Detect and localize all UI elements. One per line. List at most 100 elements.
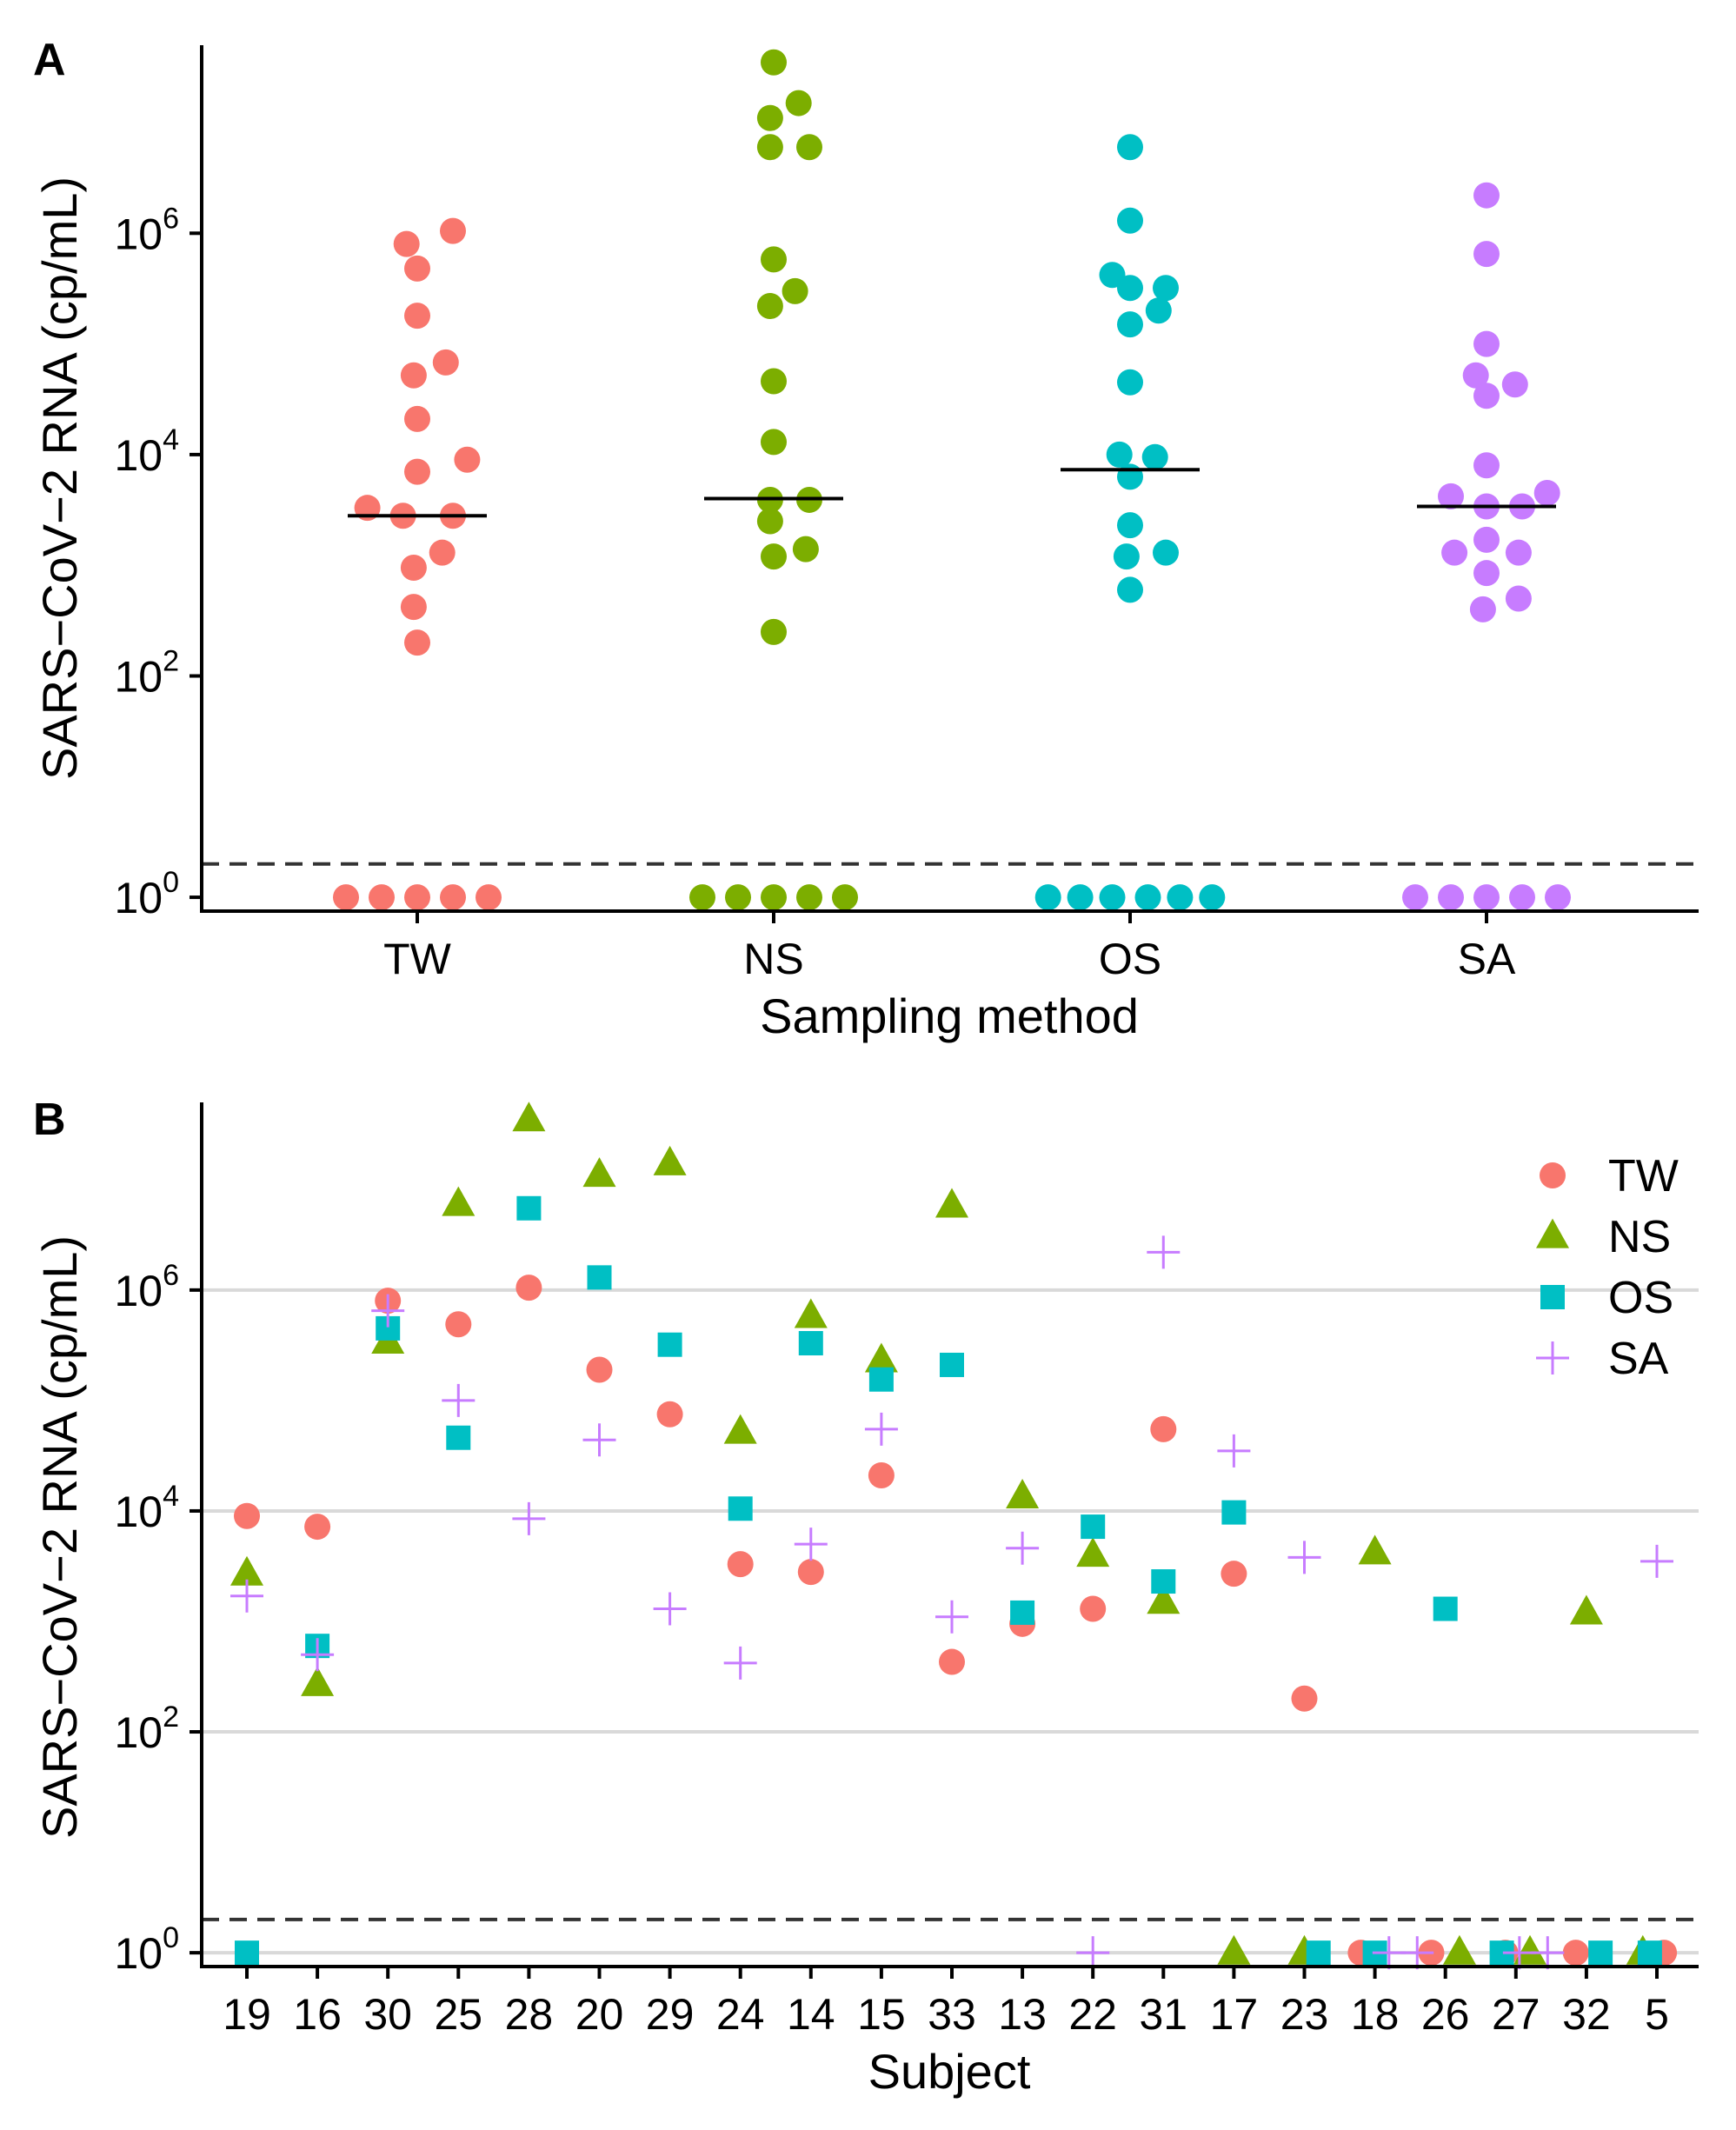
data-point-sa <box>864 1412 898 1446</box>
legend-label-sa: SA <box>1608 1334 1669 1384</box>
data-point-os <box>1034 884 1061 911</box>
data-point-sa <box>1505 585 1532 612</box>
data-point-os <box>1117 576 1143 603</box>
data-point-sa <box>1473 330 1500 357</box>
data-point-ns <box>301 1666 335 1696</box>
data-point-ns <box>723 1414 757 1444</box>
data-point-ns <box>785 90 812 116</box>
data-point-ns <box>832 884 858 911</box>
data-point-tw <box>939 1648 965 1675</box>
x-tick-label: 14 <box>787 1990 835 2039</box>
data-point-sa <box>301 1638 335 1672</box>
data-point-ns <box>1217 1934 1251 1965</box>
x-tick-label: 17 <box>1210 1990 1259 2039</box>
data-point-os <box>1153 539 1179 566</box>
data-point-ns <box>442 1186 476 1216</box>
data-point-tw <box>400 594 427 621</box>
data-point-tw <box>586 1356 613 1383</box>
data-point-ns <box>935 1188 968 1218</box>
data-point-os <box>1117 311 1143 338</box>
data-point-ns <box>796 884 822 911</box>
panel-b-x-axis-title: Subject <box>868 2044 1031 2099</box>
data-point-os <box>1117 463 1143 490</box>
y-tick-label: 104 <box>114 423 179 480</box>
data-point-os <box>1117 512 1143 539</box>
data-point-sa <box>1147 1235 1181 1269</box>
data-point-sa <box>1438 483 1464 509</box>
x-tick-label: TW <box>383 935 452 983</box>
panel-b-label: B <box>33 1095 66 1145</box>
data-point-sa <box>935 1600 968 1634</box>
data-point-sa <box>1006 1531 1040 1565</box>
data-point-ns <box>792 536 819 562</box>
legend-key-sa <box>1536 1341 1569 1375</box>
data-point-tw <box>404 629 430 656</box>
data-point-ns <box>756 508 783 535</box>
x-tick-label: 28 <box>505 1990 554 2039</box>
data-point-tw <box>333 884 359 911</box>
data-point-tw <box>369 884 395 911</box>
data-point-os <box>516 1195 542 1221</box>
data-point-ns <box>782 277 808 304</box>
x-tick-label: 29 <box>646 1990 695 2039</box>
data-point-sa <box>1469 596 1496 622</box>
data-point-tw <box>429 539 456 566</box>
data-point-ns <box>1358 1534 1392 1565</box>
data-point-ns <box>761 368 787 395</box>
data-point-ns <box>761 618 787 645</box>
data-point-os <box>587 1265 612 1290</box>
x-tick-label: 30 <box>363 1990 412 2039</box>
x-tick-label: 18 <box>1351 1990 1400 2039</box>
data-point-ns <box>1513 1934 1547 1965</box>
data-point-ns <box>794 1298 828 1328</box>
x-tick-label: 31 <box>1139 1990 1187 2039</box>
x-tick-label: 23 <box>1280 1990 1329 2039</box>
data-point-tw <box>404 255 430 282</box>
data-point-os <box>1588 1940 1613 1966</box>
data-point-os <box>1151 1569 1176 1594</box>
data-point-sa <box>1372 1936 1406 1970</box>
data-point-os <box>1145 297 1172 324</box>
data-point-tw <box>454 446 481 473</box>
data-point-os <box>1067 884 1094 911</box>
y-tick-label: 104 <box>114 1480 179 1536</box>
y-tick-label: 102 <box>114 644 179 701</box>
data-point-sa <box>1287 1541 1321 1574</box>
data-point-os <box>1117 275 1143 302</box>
data-point-sa <box>512 1501 546 1535</box>
legend: TW NS OS SA <box>1536 1151 1679 1384</box>
data-point-tw <box>1291 1685 1318 1712</box>
data-point-os <box>1010 1600 1035 1625</box>
data-point-os <box>1167 884 1194 911</box>
x-tick-label: 13 <box>998 1990 1047 2039</box>
data-point-sa <box>1400 1936 1434 1970</box>
data-point-tw <box>400 362 427 389</box>
data-point-os <box>1134 884 1161 911</box>
data-point-os <box>1099 262 1126 289</box>
data-point-sa <box>582 1423 616 1457</box>
data-point-tw <box>404 303 430 329</box>
data-point-sa <box>723 1646 757 1680</box>
data-point-os <box>940 1352 964 1377</box>
data-point-ns <box>864 1342 898 1373</box>
data-point-os <box>1117 134 1143 161</box>
data-point-tw <box>234 1502 260 1529</box>
y-tick-label: 106 <box>114 202 179 258</box>
data-point-os <box>1117 369 1143 396</box>
data-point-sa <box>1402 884 1428 911</box>
legend-label-tw: TW <box>1608 1151 1679 1201</box>
data-point-os <box>1117 207 1143 234</box>
data-point-tw <box>393 230 420 257</box>
data-point-sa <box>1438 884 1464 911</box>
data-point-ns <box>796 134 822 161</box>
data-point-ns <box>689 884 715 911</box>
x-tick-label: SA <box>1458 935 1516 983</box>
data-point-tw <box>868 1462 895 1489</box>
legend-key-os <box>1540 1285 1565 1309</box>
data-point-ns <box>1147 1584 1181 1614</box>
data-point-ns <box>582 1157 616 1188</box>
data-point-tw <box>440 217 466 244</box>
data-point-ns <box>761 543 787 570</box>
data-point-os <box>1153 275 1179 302</box>
data-point-tw <box>727 1551 754 1578</box>
